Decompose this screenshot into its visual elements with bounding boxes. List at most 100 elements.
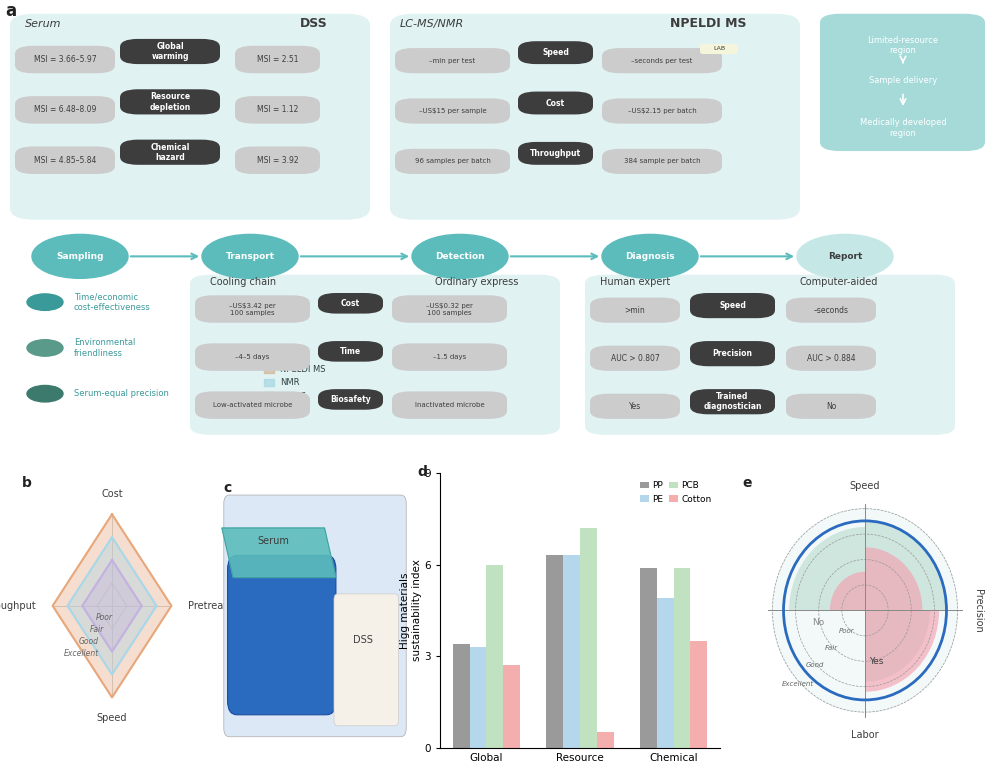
Polygon shape — [222, 528, 336, 578]
FancyBboxPatch shape — [120, 140, 220, 165]
Circle shape — [412, 234, 508, 278]
Text: MSI = 4.85–5.84: MSI = 4.85–5.84 — [34, 156, 96, 165]
Legend: NPELDI MS, NMR, LC-MS: NPELDI MS, NMR, LC-MS — [260, 362, 329, 404]
FancyBboxPatch shape — [235, 146, 320, 174]
Text: No: No — [826, 402, 836, 410]
FancyBboxPatch shape — [235, 96, 320, 124]
FancyBboxPatch shape — [334, 594, 399, 726]
Circle shape — [27, 294, 63, 311]
Polygon shape — [82, 560, 142, 652]
Wedge shape — [865, 610, 930, 681]
Text: Fair: Fair — [89, 625, 104, 634]
Text: Global
warming: Global warming — [151, 42, 189, 61]
Text: Sample delivery: Sample delivery — [869, 76, 937, 85]
Text: NPELDI MS: NPELDI MS — [670, 18, 746, 31]
Text: Labor: Labor — [851, 729, 879, 739]
Circle shape — [602, 234, 698, 278]
Text: Transport: Transport — [225, 252, 275, 261]
Text: Biosafety: Biosafety — [330, 395, 371, 404]
Text: d: d — [418, 465, 427, 479]
FancyBboxPatch shape — [395, 48, 510, 73]
Text: –US$2.15 per batch: –US$2.15 per batch — [628, 108, 696, 114]
Bar — [674, 568, 690, 748]
Text: Medically developed
region: Medically developed region — [860, 118, 946, 138]
Text: –4–5 days: –4–5 days — [235, 354, 270, 360]
Text: Precision: Precision — [973, 588, 983, 633]
Text: Diagnosis: Diagnosis — [625, 252, 675, 261]
Text: –1.5 days: –1.5 days — [433, 354, 466, 360]
Text: Sampling: Sampling — [56, 252, 104, 261]
Text: Throughput: Throughput — [0, 600, 36, 611]
Text: >min: >min — [625, 306, 645, 314]
Bar — [690, 641, 707, 748]
Bar — [640, 568, 657, 748]
FancyBboxPatch shape — [390, 14, 800, 220]
Text: Excellent: Excellent — [64, 649, 99, 658]
Text: Ordinary express: Ordinary express — [435, 277, 518, 287]
Bar — [580, 528, 597, 748]
FancyBboxPatch shape — [228, 555, 336, 715]
FancyBboxPatch shape — [590, 346, 680, 371]
Text: Poor: Poor — [96, 613, 113, 622]
Text: LAB: LAB — [713, 47, 725, 51]
FancyBboxPatch shape — [585, 275, 955, 435]
Text: –US$3.42 per
100 samples: –US$3.42 per 100 samples — [229, 302, 276, 316]
Text: Speed: Speed — [97, 713, 127, 723]
Bar — [563, 555, 580, 748]
Text: 96 samples per batch: 96 samples per batch — [415, 159, 490, 164]
Text: –seconds per test: –seconds per test — [631, 58, 693, 63]
Text: Good: Good — [79, 637, 99, 646]
Text: a: a — [5, 2, 16, 21]
FancyBboxPatch shape — [590, 298, 680, 323]
Polygon shape — [68, 537, 157, 674]
Text: Low-activated microbe: Low-activated microbe — [213, 402, 292, 408]
Text: Time: Time — [340, 347, 361, 356]
Circle shape — [202, 234, 298, 278]
Text: Trained
diagnostician: Trained diagnostician — [703, 392, 762, 411]
Y-axis label: Higg materials
sustainability index: Higg materials sustainability index — [400, 559, 422, 662]
Text: MSI = 6.48–8.09: MSI = 6.48–8.09 — [34, 105, 96, 114]
FancyBboxPatch shape — [518, 41, 593, 64]
Text: Inactivated microbe: Inactivated microbe — [415, 402, 484, 408]
Text: Speed: Speed — [542, 48, 569, 57]
Text: Environmental
friendliness: Environmental friendliness — [74, 338, 135, 358]
Text: –US$0.32 per
100 samples: –US$0.32 per 100 samples — [426, 302, 473, 316]
Bar — [503, 665, 520, 748]
FancyBboxPatch shape — [690, 389, 775, 414]
Text: c: c — [224, 481, 232, 495]
Text: MSI = 3.92: MSI = 3.92 — [257, 156, 298, 165]
FancyBboxPatch shape — [318, 341, 383, 362]
FancyBboxPatch shape — [690, 293, 775, 318]
FancyBboxPatch shape — [820, 14, 985, 151]
FancyBboxPatch shape — [602, 149, 722, 174]
Text: Cost: Cost — [546, 98, 565, 108]
FancyBboxPatch shape — [235, 46, 320, 73]
Bar — [453, 644, 470, 748]
FancyBboxPatch shape — [15, 46, 115, 73]
FancyBboxPatch shape — [195, 391, 310, 419]
FancyBboxPatch shape — [518, 92, 593, 114]
Polygon shape — [53, 514, 171, 697]
FancyBboxPatch shape — [590, 394, 680, 419]
Circle shape — [797, 234, 893, 278]
FancyBboxPatch shape — [395, 149, 510, 174]
Bar — [486, 565, 503, 748]
Bar — [657, 598, 674, 748]
Text: –min per test: –min per test — [429, 58, 476, 63]
FancyBboxPatch shape — [786, 394, 876, 419]
Text: AUC > 0.884: AUC > 0.884 — [807, 354, 855, 362]
Text: Serum-equal precision: Serum-equal precision — [74, 389, 169, 398]
Text: Resource
depletion: Resource depletion — [149, 92, 191, 111]
FancyBboxPatch shape — [392, 295, 507, 323]
Bar — [597, 732, 614, 748]
FancyBboxPatch shape — [602, 98, 722, 124]
FancyBboxPatch shape — [318, 389, 383, 410]
Text: Throughput: Throughput — [530, 149, 581, 158]
Bar — [470, 647, 486, 748]
Text: Time/economic
cost-effectiveness: Time/economic cost-effectiveness — [74, 292, 151, 312]
Text: Speed: Speed — [719, 301, 746, 310]
Text: Good: Good — [806, 662, 824, 668]
Polygon shape — [82, 560, 142, 652]
FancyBboxPatch shape — [120, 89, 220, 114]
Polygon shape — [68, 537, 157, 674]
